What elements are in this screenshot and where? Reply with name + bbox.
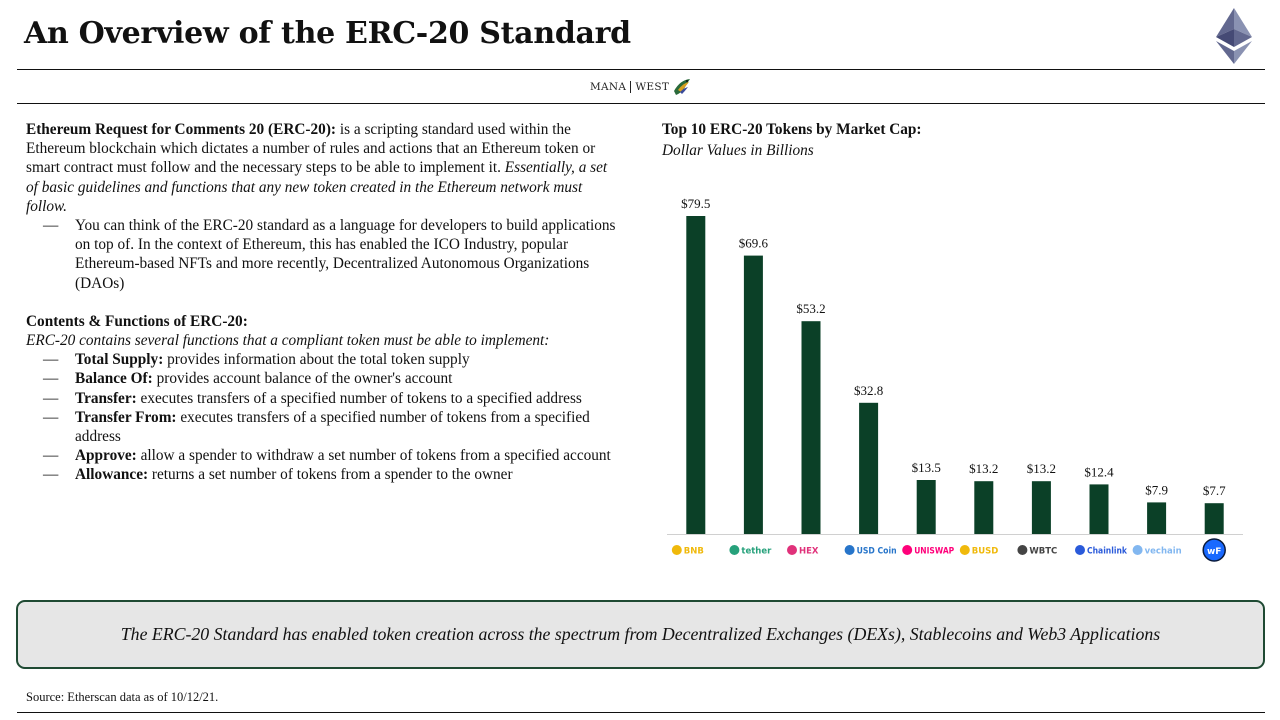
bar-3	[801, 321, 821, 534]
value-label-5: $13.5	[912, 460, 941, 475]
value-label-6: $13.2	[969, 461, 998, 476]
brand-name-left: MANA	[590, 81, 627, 93]
token-logo-icon-9	[1132, 545, 1143, 555]
token-logo-icon-2	[729, 545, 740, 555]
bird-logo-icon	[674, 79, 691, 95]
bar-9	[1147, 502, 1167, 534]
bar-1	[686, 216, 706, 534]
intro-emphasis: Essentially, a set of basic guidelines a…	[26, 159, 608, 215]
header-divider	[17, 69, 1265, 70]
category-label-8: Chainlink	[1087, 547, 1127, 557]
contents-heading: Contents & Functions of ERC-20:	[26, 312, 248, 330]
function-desc: executes transfers of a specified number…	[136, 389, 582, 407]
value-label-2: $69.6	[739, 236, 769, 251]
market-cap-bar-chart: $79.5 BNB $69.6 tether $53.2 HEX $32.8 USD Coin…	[667, 196, 1243, 562]
function-desc: executes transfers of a specified number…	[75, 408, 590, 446]
left-content: Ethereum Request for Comments 20 (ERC-20…	[26, 120, 622, 485]
function-name: Transfer From:	[75, 408, 177, 426]
category-label-3: HEX	[799, 547, 819, 557]
footer-divider	[17, 712, 1265, 713]
category-label-6: BUSD	[972, 547, 999, 557]
callout-text: The ERC-20 Standard has enabled token cr…	[120, 624, 1161, 644]
list-item: — Allowance: returns a set number of toke…	[43, 466, 513, 484]
function-desc: provides account balance of the owner's …	[152, 370, 453, 388]
list-item: — Balance Of: provides account balance of…	[43, 370, 453, 388]
contents-subheading: ERC-20 contains several functions that a…	[26, 332, 550, 350]
bar-5	[916, 480, 936, 534]
list-item: — Total Supply: provides information abou…	[43, 351, 470, 369]
function-desc: returns a set number of tokens from a sp…	[148, 466, 513, 484]
category-label-9: vechain	[1145, 547, 1182, 557]
bar-2	[743, 255, 763, 534]
value-label-1: $79.5	[681, 196, 710, 211]
intro-paragraph: Ethereum Request for Comments 20 (ERC-20…	[26, 120, 622, 216]
function-name: Transfer:	[75, 389, 137, 407]
function-name: Balance Of:	[75, 370, 153, 388]
bar-8	[1089, 484, 1109, 534]
bar-10	[1204, 503, 1224, 534]
list-item: — Transfer: executes transfers of a speci…	[43, 389, 582, 407]
value-label-8: $12.4	[1084, 464, 1114, 479]
token-logo-icon-1	[671, 545, 682, 555]
category-label-10: wF	[1207, 547, 1221, 557]
category-label-2: tether	[741, 547, 772, 557]
intro-bullet-text: You can think of the ERC-20 standard as …	[75, 217, 616, 292]
ethereum-logo-icon	[1216, 8, 1252, 64]
token-logo-icon-3	[787, 545, 797, 555]
value-label-10: $7.7	[1203, 483, 1226, 498]
value-label-9: $7.9	[1145, 482, 1168, 497]
bullet-dash: —	[43, 217, 59, 235]
token-logo-icon-8	[1075, 545, 1085, 555]
list-item: — Approve: allow a spender to withdraw a …	[43, 447, 611, 465]
brand-logo: MANA WEST	[590, 76, 692, 98]
bar-6	[974, 481, 994, 534]
brand-name-right: WEST	[635, 81, 670, 93]
source-note: Source: Etherscan data as of 10/12/21.	[26, 690, 219, 704]
category-label-1: BNB	[684, 547, 704, 557]
intro-bullet: — You can think of the ERC-20 standard a…	[26, 216, 622, 293]
category-label-5: UNISWAP	[914, 547, 954, 557]
token-logo-icon-5	[902, 545, 913, 555]
intro-definition: is a scripting standard used within the …	[26, 121, 596, 177]
chart-title: Top 10 ERC-20 Tokens by Market Cap:	[662, 121, 922, 138]
value-label-4: $32.8	[854, 383, 883, 398]
functions-list: — Total Supply: provides information abou…	[26, 350, 622, 484]
bar-4	[859, 402, 879, 534]
function-desc: allow a spender to withdraw a set number…	[136, 447, 611, 465]
callout-box: The ERC-20 Standard has enabled token cr…	[16, 600, 1265, 669]
brand-divider	[17, 103, 1265, 104]
value-label-7: $13.2	[1027, 461, 1056, 476]
list-item: — Transfer From: executes transfers of a …	[43, 408, 590, 446]
bar-7	[1031, 481, 1051, 534]
token-logo-icon-4	[844, 545, 855, 555]
function-name: Total Supply:	[75, 351, 164, 369]
function-desc: provides information about the total tok…	[163, 351, 470, 369]
category-label-7: WBTC	[1029, 547, 1057, 557]
page-title: An Overview of the ERC-20 Standard	[24, 16, 631, 51]
token-logo-icon-7	[1017, 545, 1028, 555]
function-name: Approve:	[75, 447, 137, 465]
token-logo-icon-6	[959, 545, 970, 555]
chart-subtitle: Dollar Values in Billions	[662, 142, 814, 159]
category-label-4: USD Coin	[857, 547, 897, 557]
value-label-3: $53.2	[796, 301, 825, 316]
intro-term: Ethereum Request for Comments 20 (ERC-20…	[26, 121, 337, 138]
function-name: Allowance:	[75, 466, 149, 484]
token-logo-icon-10	[1202, 538, 1226, 562]
